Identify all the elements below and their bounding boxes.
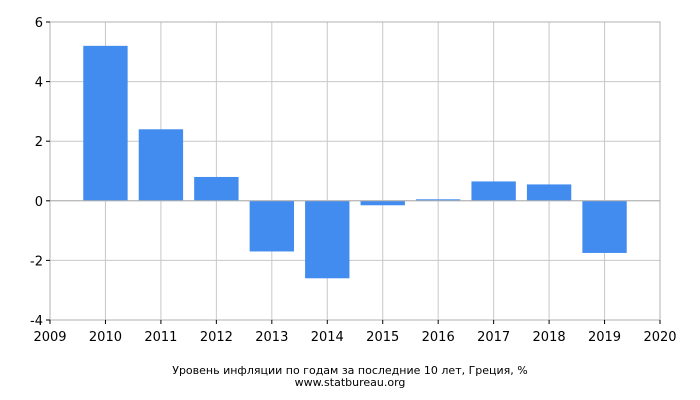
x-axis-ticks: 2009 2010 2011 2012 2013 2014 2015 2016 2017 2018… xyxy=(33,320,677,345)
x-tick-label: 2011 xyxy=(144,330,177,345)
chart-title: Уровень инфляции по годам за последние 1… xyxy=(172,364,528,377)
bar-2015 xyxy=(360,200,405,206)
bar-2012 xyxy=(194,176,239,201)
y-tick-label: 4 xyxy=(35,76,43,91)
bar-2017 xyxy=(471,181,516,201)
bars xyxy=(83,45,627,279)
x-tick-label: 2020 xyxy=(643,330,676,345)
y-axis-ticks: -4 -2 0 2 4 6 xyxy=(30,16,50,329)
y-tick-label: 0 xyxy=(35,195,43,210)
bar-2014 xyxy=(305,200,350,279)
y-tick-label: 2 xyxy=(35,135,43,150)
bar-2016 xyxy=(416,199,461,201)
x-tick-label: 2013 xyxy=(255,330,288,345)
y-tick-label: -2 xyxy=(30,254,43,269)
bar-2018 xyxy=(526,184,572,201)
y-tick-label: 6 xyxy=(35,16,43,31)
y-tick-label: -4 xyxy=(30,314,43,329)
x-tick-label: 2012 xyxy=(200,330,233,345)
bar-2011 xyxy=(138,129,184,201)
x-tick-label: 2018 xyxy=(533,330,566,345)
bar-2010 xyxy=(83,45,128,201)
chart-source-link[interactable]: www.statbureau.org xyxy=(295,376,406,389)
x-tick-label: 2014 xyxy=(311,330,344,345)
x-tick-label: 2009 xyxy=(33,330,66,345)
bar-2013 xyxy=(249,200,294,252)
x-tick-label: 2010 xyxy=(89,330,122,345)
x-tick-label: 2015 xyxy=(366,330,399,345)
bar-2019 xyxy=(582,200,627,253)
x-tick-label: 2019 xyxy=(588,330,621,345)
plot-frame xyxy=(49,21,661,321)
x-tick-label: 2017 xyxy=(477,330,510,345)
x-tick-label: 2016 xyxy=(422,330,455,345)
